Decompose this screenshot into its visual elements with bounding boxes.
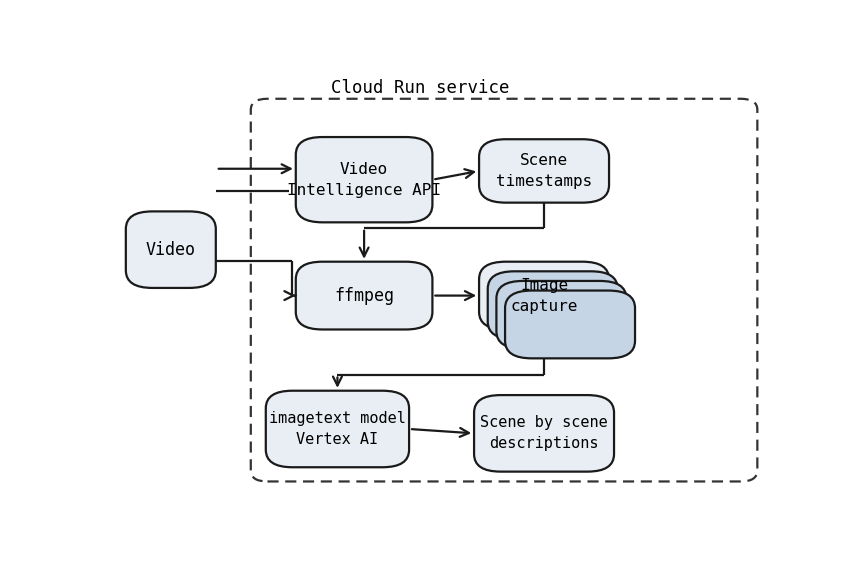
Text: ffmpeg: ffmpeg	[334, 287, 394, 304]
Text: imagetext model
Vertex AI: imagetext model Vertex AI	[269, 411, 406, 447]
Text: Cloud Run service: Cloud Run service	[331, 79, 509, 97]
FancyBboxPatch shape	[488, 272, 617, 339]
Text: Image
capture: Image capture	[510, 278, 578, 314]
Text: Scene
timestamps: Scene timestamps	[496, 153, 593, 189]
FancyBboxPatch shape	[479, 139, 609, 203]
Text: Video: Video	[146, 241, 196, 258]
FancyBboxPatch shape	[496, 281, 626, 349]
FancyBboxPatch shape	[266, 391, 409, 467]
FancyBboxPatch shape	[505, 291, 635, 358]
FancyBboxPatch shape	[296, 137, 433, 222]
Text: Scene by scene
descriptions: Scene by scene descriptions	[480, 415, 608, 452]
FancyBboxPatch shape	[296, 262, 433, 329]
Text: Video
Intelligence API: Video Intelligence API	[287, 162, 441, 198]
FancyBboxPatch shape	[479, 262, 609, 329]
FancyBboxPatch shape	[126, 211, 216, 288]
FancyBboxPatch shape	[474, 395, 614, 471]
